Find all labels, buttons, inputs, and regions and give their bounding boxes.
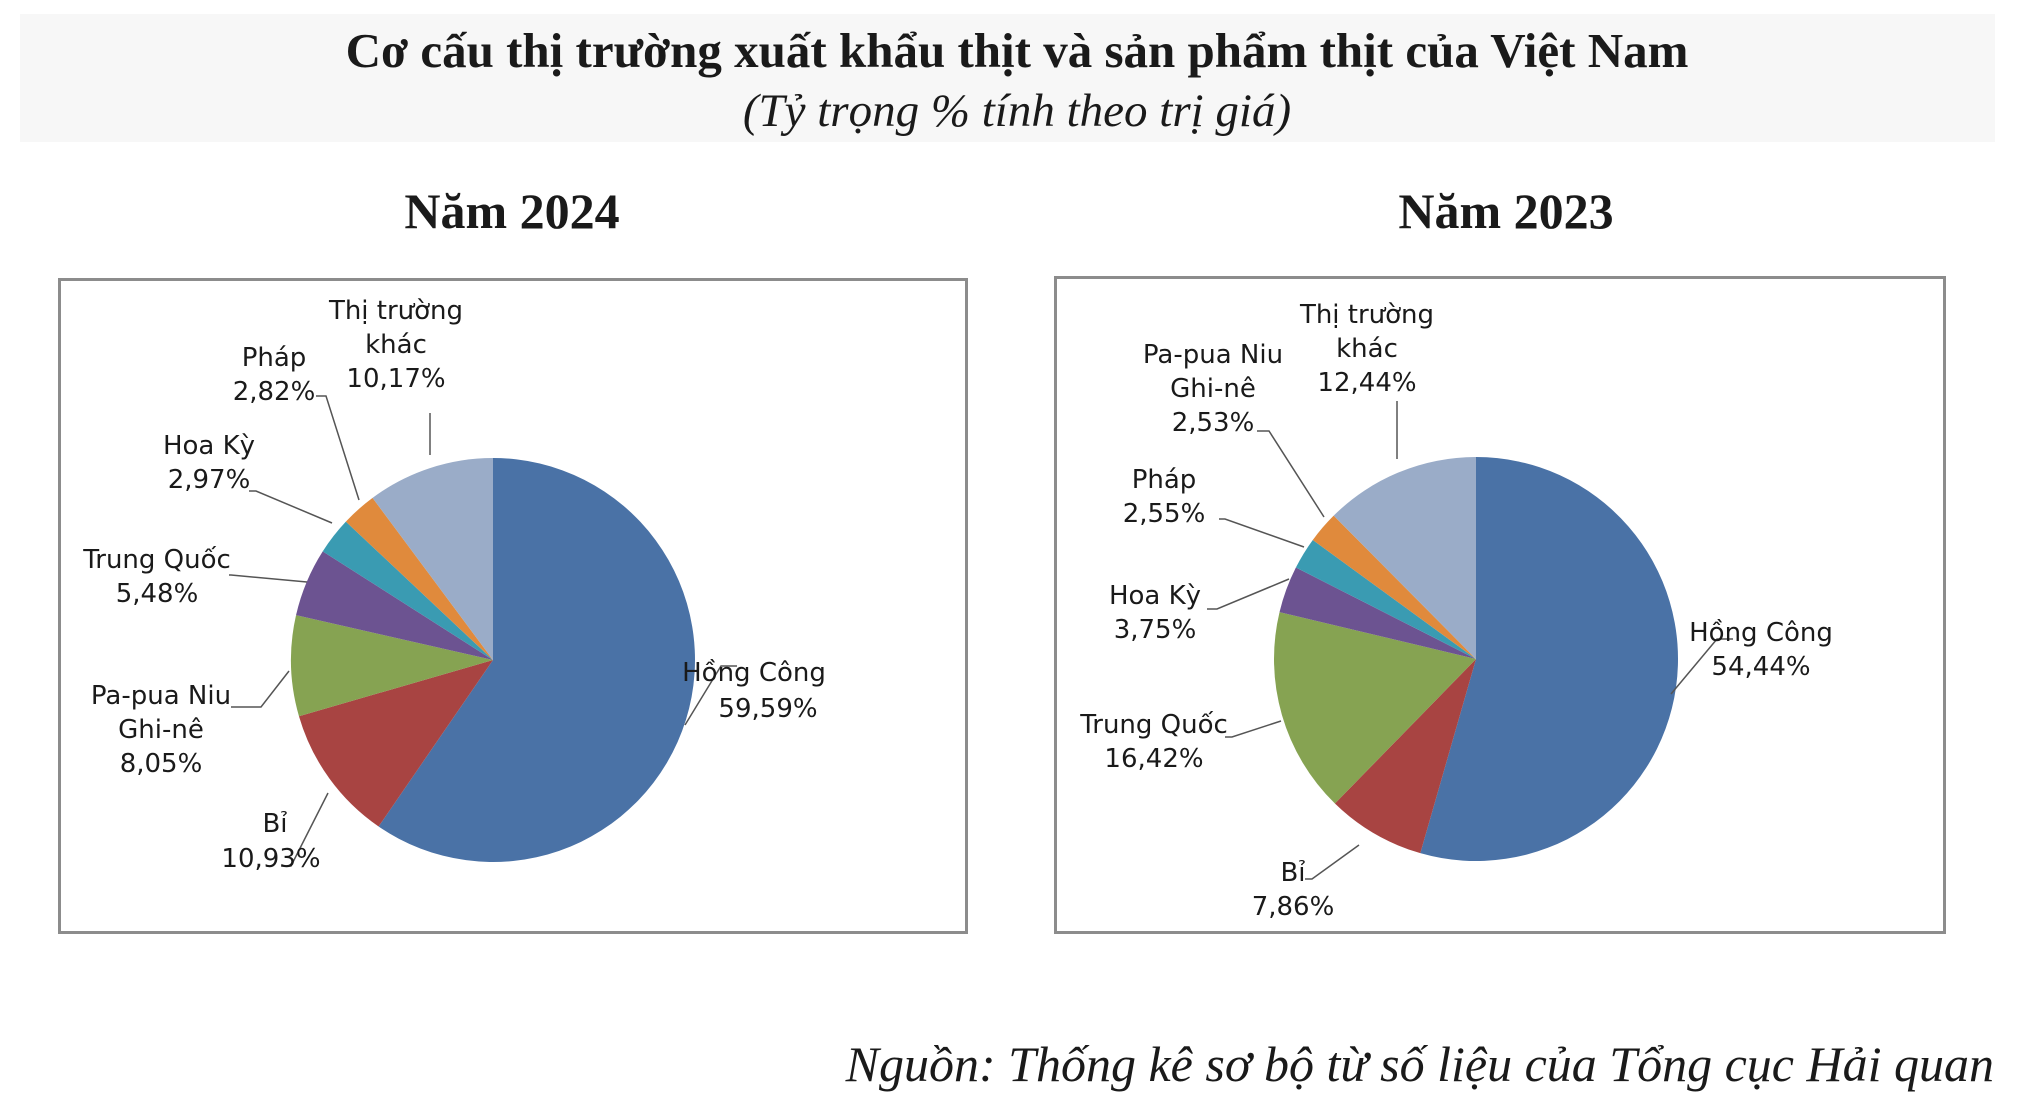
pie-slice-phap-nam-2023 [1295, 539, 1476, 659]
pie-slice-phap-nam-2024 [345, 497, 493, 660]
data-label-trung-quoc-nam-2023: 16,42% [1104, 744, 1203, 774]
pie-slice-thi-truong-khac-nam-2023 [1333, 457, 1476, 659]
leader-line-hong-cong-nam-2023 [1670, 638, 1733, 695]
pie-svg-2023: Hồng Công 54,44% Bỉ 7,86% Trung Quốc 16,42% Ho… [1079, 300, 1833, 922]
leader-line-phap-nam-2024 [316, 395, 360, 501]
pie-slice-trung-quoc-nam-2024 [296, 551, 493, 660]
slice-label-trung-quoc-nam-2023: Trung Quốc [1079, 710, 1228, 740]
leader-line-bi-nam-2024 [281, 792, 329, 867]
pie-slice-pa-pua-niu-ghi-ne-nam-2024 [290, 615, 493, 717]
slice-label-pa-pua-niu-ghi-ne-nam-2024: Pa-pua Niu [91, 681, 231, 711]
data-label-pa-pua-niu-ghi-ne-nam-2024: 8,05% [120, 749, 203, 779]
leader-line-hong-cong-nam-2024 [684, 665, 737, 726]
slice-label-hong-cong-nam-2024: Hồng Công [682, 658, 826, 688]
slice-label-trung-quoc-nam-2024: Trung Quốc [82, 545, 231, 575]
pie-slice-hoa-ky-nam-2023 [1279, 567, 1476, 659]
slice-label-bi-nam-2024: Bỉ [262, 809, 287, 839]
pie-slice-bi-nam-2024 [298, 660, 493, 827]
pie-slice-hong-cong-nam-2024 [378, 458, 695, 863]
slice-label-thi-truong-khac-nam-2024: khác [365, 330, 427, 360]
leader-line-trung-quoc-nam-2024 [229, 574, 308, 583]
slice-label-pa-pua-niu-ghi-ne-nam-2023: Ghi-nê [1170, 374, 1256, 404]
chart-subtitle: (Tỷ trọng % tính theo trị giá) [742, 85, 1292, 137]
slice-label-pa-pua-niu-ghi-ne-nam-2023: Pa-pua Niu [1143, 340, 1283, 370]
data-label-hoa-ky-nam-2023: 3,75% [1114, 615, 1197, 645]
leader-line-pa-pua-niu-ghi-ne-nam-2024 [231, 670, 290, 708]
pie-slice-thi-truong-khac-nam-2024 [372, 458, 493, 660]
data-label-thi-truong-khac-nam-2023: 12,44% [1317, 368, 1416, 398]
data-label-hong-cong-nam-2023: 54,44% [1711, 652, 1810, 682]
slice-label-thi-truong-khac-nam-2024: Thị trường [328, 296, 463, 326]
pie-slice-hong-cong-nam-2023 [1420, 457, 1679, 861]
leader-line-hoa-ky-nam-2023 [1207, 578, 1290, 610]
chart-title-2024: Năm 2024 [404, 183, 620, 239]
leader-line-pa-pua-niu-ghi-ne-nam-2023 [1257, 430, 1325, 518]
slice-label-pa-pua-niu-ghi-ne-nam-2024: Ghi-nê [118, 715, 204, 745]
pie-slice-trung-quoc-nam-2023 [1274, 612, 1476, 804]
slice-label-phap-nam-2024: Pháp [242, 343, 307, 373]
leader-line-trung-quoc-nam-2023 [1225, 720, 1282, 738]
data-label-phap-nam-2024: 2,82% [233, 377, 316, 407]
slice-label-thi-truong-khac-nam-2023: khác [1336, 334, 1398, 364]
pie-svg-2024: Hồng Công 59,59% Bỉ 10,93% Pa-pua Niu Ghi-nê 8… [82, 296, 826, 874]
data-label-thi-truong-khac-nam-2024: 10,17% [346, 364, 445, 394]
pie-chart-2024: Hồng Công 59,59% Bỉ 10,93% Pa-pua Niu Ghi-nê 8… [58, 278, 968, 934]
source-note: Nguồn: Thống kê sơ bộ từ số liệu của Tổn… [845, 1036, 1994, 1092]
chart-title-2023: Năm 2023 [1398, 183, 1614, 239]
slice-label-hong-cong-nam-2023: Hồng Công [1689, 618, 1833, 648]
data-label-trung-quoc-nam-2024: 5,48% [116, 579, 199, 609]
slice-label-hoa-ky-nam-2024: Hoa Kỳ [163, 431, 255, 461]
pie-slice-hoa-ky-nam-2024 [322, 521, 493, 660]
slice-label-phap-nam-2023: Pháp [1132, 465, 1197, 495]
leader-line-bi-nam-2023 [1305, 844, 1360, 880]
data-label-bi-nam-2023: 7,86% [1252, 892, 1335, 922]
slice-label-thi-truong-khac-nam-2023: Thị trường [1299, 300, 1434, 330]
data-label-hong-cong-nam-2024: 59,59% [718, 694, 817, 724]
leader-line-hoa-ky-nam-2024 [249, 490, 333, 524]
data-label-bi-nam-2024: 10,93% [221, 844, 320, 874]
slice-label-hoa-ky-nam-2023: Hoa Kỳ [1109, 581, 1201, 611]
title-band [20, 14, 1995, 142]
data-label-pa-pua-niu-ghi-ne-nam-2023: 2,53% [1172, 408, 1255, 438]
pie-slice-pa-pua-niu-ghi-ne-nam-2023 [1312, 515, 1476, 659]
pie-chart-2023: Hồng Công 54,44% Bỉ 7,86% Trung Quốc 16,42% Ho… [1054, 276, 1946, 934]
slice-label-bi-nam-2023: Bỉ [1280, 858, 1305, 888]
pie-slice-bi-nam-2023 [1334, 659, 1476, 854]
data-label-hoa-ky-nam-2024: 2,97% [168, 465, 251, 495]
leader-line-phap-nam-2023 [1219, 518, 1305, 548]
chart-title: Cơ cấu thị trường xuất khẩu thịt và sản … [345, 23, 1689, 78]
data-label-phap-nam-2023: 2,55% [1123, 499, 1206, 529]
